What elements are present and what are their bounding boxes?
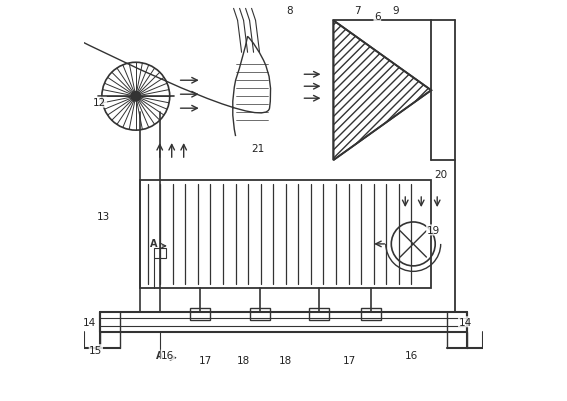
Text: A: A — [150, 238, 158, 248]
Text: 17: 17 — [199, 356, 212, 366]
Bar — [140, 180, 431, 288]
Text: 17: 17 — [342, 356, 356, 366]
Text: 13: 13 — [97, 211, 111, 221]
Bar — [361, 308, 382, 320]
Circle shape — [131, 92, 141, 102]
Text: 7: 7 — [354, 6, 361, 16]
Text: 21: 21 — [251, 144, 264, 154]
Bar — [249, 308, 269, 320]
Text: 19: 19 — [426, 225, 440, 235]
Text: A: A — [156, 350, 163, 360]
Bar — [310, 308, 329, 320]
Text: 16: 16 — [405, 350, 418, 360]
Bar — [190, 308, 210, 320]
Text: 14: 14 — [83, 317, 96, 327]
Text: 15: 15 — [89, 345, 103, 355]
Bar — [154, 248, 166, 258]
Text: 18: 18 — [279, 356, 292, 366]
Text: 16: 16 — [161, 350, 174, 360]
Text: 14: 14 — [459, 317, 472, 327]
Text: 8: 8 — [286, 6, 293, 16]
Text: 6: 6 — [374, 12, 380, 22]
Text: 20: 20 — [435, 170, 448, 180]
Text: 18: 18 — [237, 356, 250, 366]
Text: 12: 12 — [93, 98, 107, 108]
Text: 9: 9 — [392, 6, 399, 16]
